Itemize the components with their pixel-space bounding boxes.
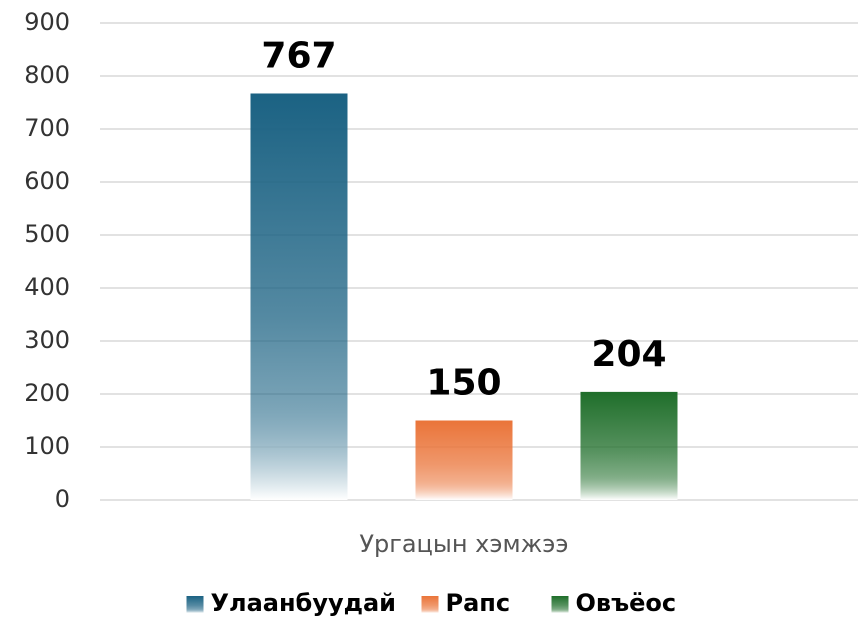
- bar: [580, 391, 678, 500]
- y-tick-label: 0: [55, 485, 70, 513]
- y-tick-label: 900: [24, 8, 70, 36]
- y-tick-label: 500: [24, 220, 70, 248]
- y-tick-label: 100: [24, 432, 70, 460]
- data-label: 767: [261, 35, 336, 76]
- y-tick-label: 700: [24, 114, 70, 142]
- y-tick-label: 800: [24, 61, 70, 89]
- data-label: 204: [591, 334, 666, 375]
- bar: [250, 93, 348, 501]
- legend-swatch: [186, 596, 204, 613]
- legend-swatch: [551, 596, 569, 613]
- y-tick-label: 400: [24, 273, 70, 301]
- y-tick-label: 300: [24, 326, 70, 354]
- y-tick-label: 600: [24, 167, 70, 195]
- legend-label: Овъёос: [576, 589, 677, 617]
- x-tick-label: Ургацын хэмжээ: [359, 530, 568, 558]
- y-tick-label: 200: [24, 379, 70, 407]
- bar: [415, 420, 513, 500]
- legend-swatch: [421, 596, 439, 613]
- legend-label: Рапс: [446, 589, 511, 617]
- data-label: 150: [426, 363, 501, 404]
- legend-label: Улаанбуудай: [211, 589, 397, 617]
